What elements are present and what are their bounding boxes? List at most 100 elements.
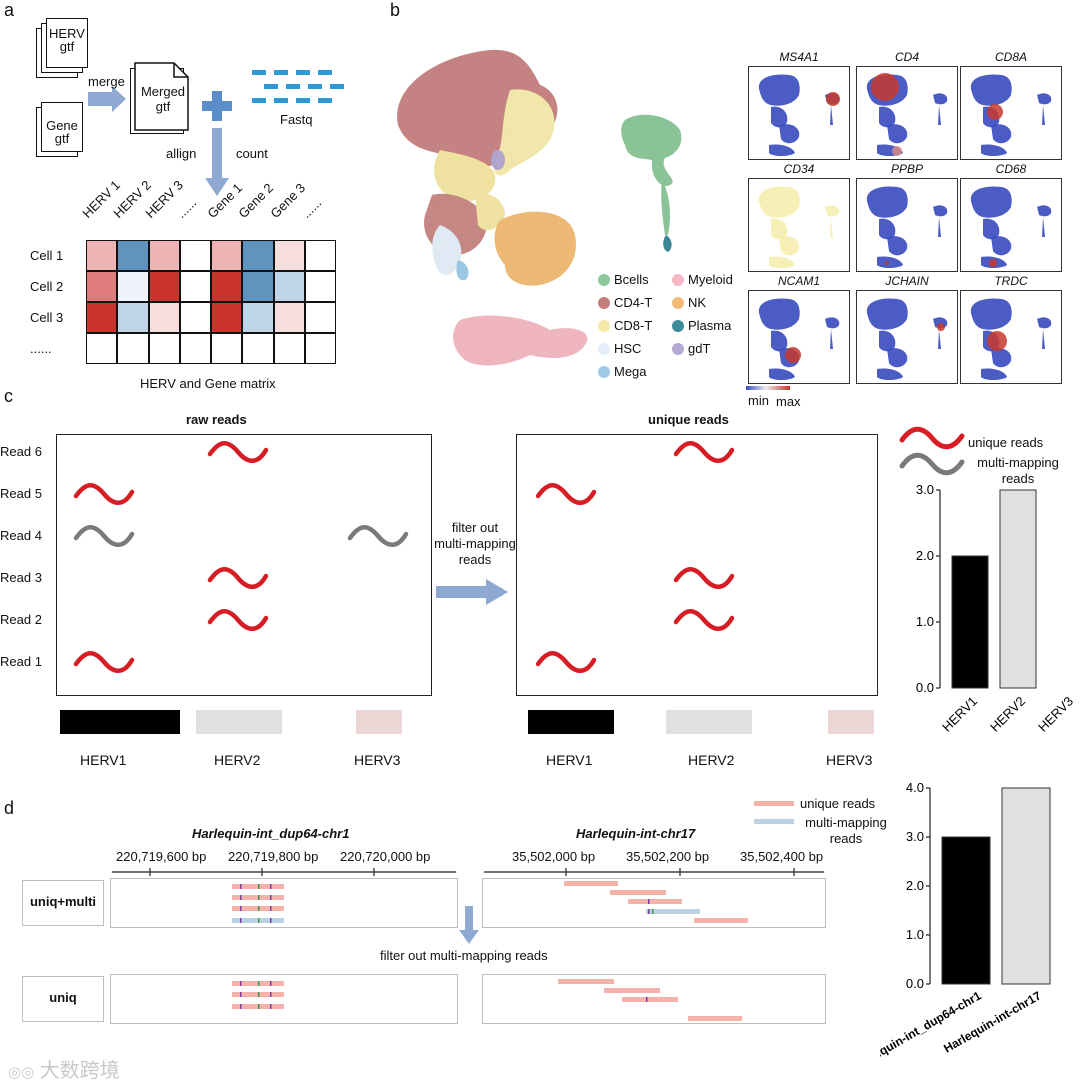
c-legend-multi-2: reads	[1001, 471, 1035, 486]
d-legend-unique: unique reads	[800, 796, 876, 811]
read-label: Read 3	[0, 570, 42, 585]
watermark-logo-icon: ◎◎	[8, 1064, 35, 1081]
track2-tick-label: 35,502,400 bp	[740, 849, 824, 864]
aligned-read-unique	[628, 899, 682, 904]
matrix-row-header: Cell 2	[30, 279, 64, 294]
herv-block-label: HERV3	[826, 752, 873, 768]
read-wave-unique	[673, 609, 735, 631]
chart-x-label: Harlequin-int-chr17	[941, 988, 1044, 1055]
legend-dot	[672, 297, 684, 309]
chart-bar	[999, 489, 1037, 689]
fastq-label: Fastq	[280, 112, 313, 127]
legend-dot	[672, 274, 684, 286]
track2-uniq-box	[482, 974, 826, 1024]
read-mismatch-mark	[240, 992, 242, 997]
d-legend-swatches	[754, 801, 794, 824]
matrix-cell	[273, 302, 305, 333]
merge-label: merge	[88, 74, 125, 89]
expression-color-scale	[746, 386, 790, 390]
panel-b-letter: b	[390, 0, 401, 20]
legend-label: Mega	[614, 364, 647, 379]
matrix-row-header: Cell 1	[30, 248, 64, 263]
track1-title: Harlequin-int_dup64-chr1	[192, 826, 350, 841]
read-wave-unique	[535, 483, 597, 505]
chart-y-tick-label: 4.0	[906, 780, 924, 795]
gene-umap-thumb	[748, 290, 850, 384]
reads-canvas	[73, 441, 735, 673]
legend-dot	[672, 343, 684, 355]
matrix-cell	[148, 333, 180, 364]
read-wave-unique	[207, 609, 269, 631]
matrix-cell	[117, 302, 149, 333]
unique-reads-box	[516, 434, 878, 696]
legend-label: Plasma	[688, 318, 732, 333]
matrix-row-header: Cell 3	[30, 310, 64, 325]
legend-dot	[672, 320, 684, 332]
gene-name: PPBP	[890, 162, 923, 176]
watermark-label: 大数跨境	[39, 1060, 120, 1082]
gene-name: TRDC	[994, 274, 1028, 288]
chart-bar	[941, 836, 991, 985]
gene-umap-thumb	[856, 178, 958, 272]
read-mismatch-mark	[240, 895, 242, 900]
read-mismatch-mark	[270, 906, 272, 911]
harlequin-bar-chart: 0.01.02.03.04.0Harlequin-int_dup64-chr1H…	[880, 780, 1051, 1073]
read-wave-unique	[73, 651, 135, 673]
read-mismatch-mark	[270, 884, 272, 889]
matrix-cell	[273, 333, 305, 364]
track1-uniq-multi-box	[110, 878, 458, 928]
legend-label: Bcells	[614, 272, 649, 287]
gene-umap-thumb	[960, 290, 1062, 384]
gene-name: MS4A1	[779, 50, 819, 64]
c-legend-swatches	[899, 426, 965, 476]
read-wave-unique	[207, 567, 269, 589]
chart-bar	[951, 555, 989, 689]
matrix-cell	[86, 333, 118, 364]
chart-bar	[1001, 787, 1051, 985]
herv-block-label: HERV3	[354, 752, 401, 768]
matrix-cell	[148, 302, 180, 333]
matrix-row-header: ......	[30, 341, 52, 356]
chart-y-tick-label: 0.0	[906, 976, 924, 991]
merged-gtf-label-1: Merged	[140, 84, 186, 99]
track2-tick-label: 35,502,200 bp	[626, 849, 710, 864]
legend-dot	[598, 320, 610, 332]
matrix-cell	[179, 271, 211, 302]
herv-block-label: HERV1	[80, 752, 127, 768]
read-label: Read 4	[0, 528, 42, 543]
read-mismatch-mark	[646, 997, 648, 1002]
unique-reads-title: unique reads	[648, 412, 729, 427]
matrix-cell	[242, 240, 274, 271]
matrix-cell	[304, 271, 336, 302]
row2-label: uniq	[49, 990, 77, 1005]
herv-color-block	[666, 710, 752, 734]
read-mismatch-mark	[270, 918, 272, 923]
count-label: count	[236, 146, 268, 161]
herv-color-block	[60, 710, 180, 734]
read-wave-unique	[673, 441, 735, 463]
d-filter-arrow-icon	[459, 906, 479, 944]
matrix-cell	[273, 271, 305, 302]
matrix-cell	[179, 302, 211, 333]
matrix-cell	[86, 240, 118, 271]
read-mismatch-mark	[240, 906, 242, 911]
matrix-cell	[179, 333, 211, 364]
legend-dot	[598, 274, 610, 286]
read-mismatch-mark	[270, 1004, 272, 1009]
matrix-cell	[242, 333, 274, 364]
track1-tick-label: 220,720,000 bp	[340, 849, 431, 864]
read-wave-unique	[73, 483, 135, 505]
filter-line-1: filter out	[451, 520, 499, 535]
read-mismatch-mark	[258, 906, 260, 911]
fastq-reads-icon	[252, 70, 344, 103]
chart-y-tick-label: 2.0	[906, 878, 924, 893]
read-mismatch-mark	[258, 992, 260, 997]
legend-dot	[598, 343, 610, 355]
d-legend-multi: multi-mapping reads	[796, 815, 896, 847]
plus-icon	[202, 91, 232, 121]
matrix-cell	[304, 333, 336, 364]
matrix-cell	[304, 240, 336, 271]
raw-reads-box	[56, 434, 432, 696]
matrix-cell	[117, 333, 149, 364]
read-mismatch-mark	[270, 992, 272, 997]
